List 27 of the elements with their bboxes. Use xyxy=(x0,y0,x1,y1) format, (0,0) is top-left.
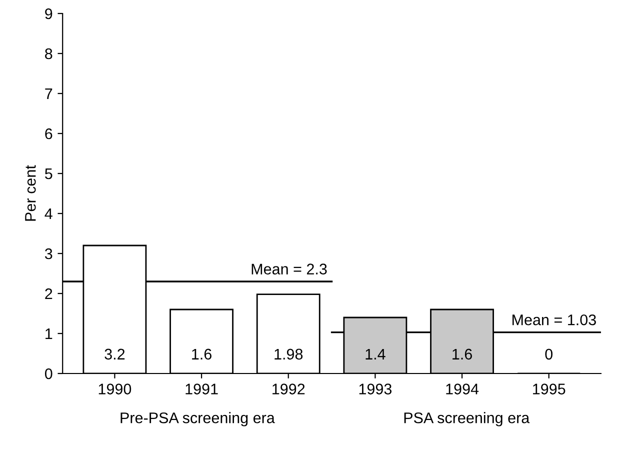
y-tick-label: 4 xyxy=(44,208,52,220)
x-tick-label: 1991 xyxy=(186,384,218,394)
data-label: 1.98 xyxy=(274,348,303,360)
data-label: 0 xyxy=(545,348,553,360)
data-label: 1.6 xyxy=(192,348,212,360)
data-label: 3.2 xyxy=(104,348,125,360)
data-label: 1.4 xyxy=(366,348,386,360)
x-tick-label: 1994 xyxy=(446,384,479,394)
text: Pre-PSA screening era xyxy=(120,412,275,426)
y-tick-label: 1 xyxy=(46,328,52,340)
y-tick-label: 2 xyxy=(45,288,52,300)
data-label: 1.6 xyxy=(452,348,472,360)
y-tick-label: 5 xyxy=(44,168,52,180)
y-tick-label: 0 xyxy=(44,368,52,380)
ref-line-label: Mean = 2.3 xyxy=(252,264,327,274)
y-tick-label: 8 xyxy=(45,48,52,60)
y-tick-label: 7 xyxy=(45,88,52,100)
y-tick-label: 6 xyxy=(45,128,52,140)
x-tick-label: 1993 xyxy=(359,384,392,394)
y-axis-title: Per cent xyxy=(25,165,36,221)
x-tick-label: 1992 xyxy=(272,384,305,394)
y-tick-label: 9 xyxy=(45,8,52,20)
ref-line-label: Mean = 1.03 xyxy=(512,314,596,326)
text: PSA screening era xyxy=(404,412,530,426)
x-tick-label: 1990 xyxy=(98,384,132,394)
x-tick-label: 1995 xyxy=(533,384,566,394)
y-tick-label: 3 xyxy=(44,248,52,260)
